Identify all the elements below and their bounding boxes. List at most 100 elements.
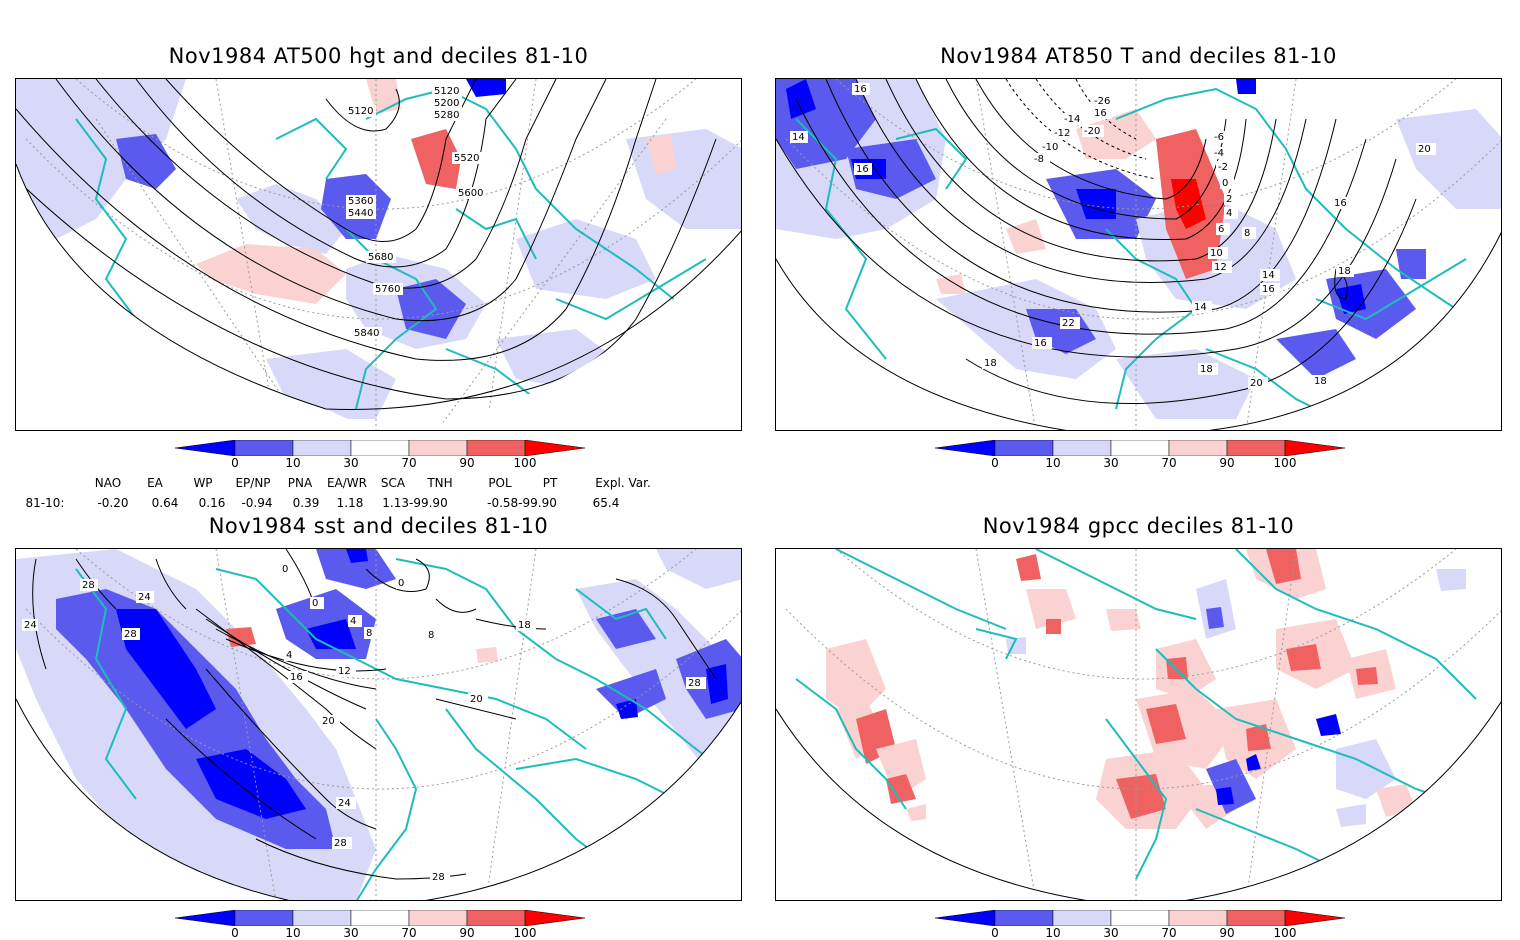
colorbar-tick: 90 <box>459 926 475 940</box>
svg-text:18: 18 <box>1200 364 1213 375</box>
svg-text:12: 12 <box>338 666 351 677</box>
svg-text:12: 12 <box>1214 262 1227 273</box>
colorbar-tick: 70 <box>401 926 417 940</box>
svg-text:8: 8 <box>366 628 372 639</box>
svg-text:0: 0 <box>312 598 318 609</box>
decile-shading <box>776 79 1501 419</box>
panel-title-hgt500: Nov1984 AT500 hgt and deciles 81-10 <box>168 44 589 68</box>
panel-title-gpcc: Nov1984 gpcc deciles 81-10 <box>982 514 1295 538</box>
contour-label: 5280 <box>434 110 459 121</box>
svg-text:16: 16 <box>856 164 869 175</box>
index-header: PT <box>542 476 558 490</box>
index-header: EP/NP <box>235 476 271 490</box>
colorbar-tick: 0 <box>991 926 999 940</box>
colorbar-tick: 10 <box>285 926 301 940</box>
colorbar-tick: 90 <box>1219 926 1235 940</box>
sst-contours <box>32 549 717 880</box>
colorbar-swatches <box>934 909 1346 927</box>
contour-label: 5520 <box>454 153 479 164</box>
index-header: WP <box>193 476 213 490</box>
indices-header-row: NAO EA WP EP/NP PNA EA/WR SCA TNH POL PT… <box>0 476 760 492</box>
svg-text:22: 22 <box>1062 318 1075 329</box>
svg-text:8: 8 <box>1244 228 1250 239</box>
colorbar-tick: 70 <box>401 456 417 470</box>
index-header: NAO <box>94 476 122 490</box>
colorbar-sst: 0 10 30 70 90 100 <box>174 909 595 940</box>
svg-text:8: 8 <box>428 630 434 641</box>
map-hgt500: 5120 5120 5200 5280 5520 5360 5440 5600 … <box>16 79 741 430</box>
contour-label: 5840 <box>354 328 379 339</box>
svg-text:20: 20 <box>1250 378 1263 389</box>
index-header: Expl. Var. <box>595 476 651 490</box>
svg-text:14: 14 <box>1194 302 1207 313</box>
svg-text:20: 20 <box>1418 144 1431 155</box>
svg-text:18: 18 <box>1314 376 1327 387</box>
parallel-gridlines <box>785 549 1501 900</box>
contour-labels: 5120 5120 5200 5280 5520 5360 5440 5600 … <box>346 85 486 339</box>
svg-text:28: 28 <box>124 629 137 640</box>
svg-text:-14: -14 <box>1064 114 1080 125</box>
panel-title-t850: Nov1984 AT850 T and deciles 81-10 <box>940 44 1337 68</box>
svg-text:18: 18 <box>518 620 531 631</box>
contour-labels: 16 14 16 -12 -14 -20 -26 -10 -8 -6 -4 -2… <box>790 83 1436 389</box>
colorbar-tick: 30 <box>1103 456 1119 470</box>
contour-label: 5600 <box>458 188 483 199</box>
colorbar-tick: 0 <box>231 456 239 470</box>
svg-text:24: 24 <box>138 592 151 603</box>
svg-text:18: 18 <box>984 358 997 369</box>
map-panel-hgt500: 5120 5120 5200 5280 5520 5360 5440 5600 … <box>15 78 742 431</box>
colorbar-swatches <box>174 909 586 927</box>
index-value: 0.64 <box>151 496 179 510</box>
contour-label: 5120 <box>348 106 373 117</box>
colorbar-tick: 70 <box>1161 456 1177 470</box>
decile-shading <box>826 549 1466 829</box>
colorbar-tick: 100 <box>513 926 537 940</box>
svg-text:20: 20 <box>322 716 335 727</box>
index-value: 1.18 <box>336 496 364 510</box>
svg-text:0: 0 <box>398 578 404 589</box>
index-row-label: 81-10: <box>25 496 65 510</box>
colorbar-tick: 30 <box>343 926 359 940</box>
svg-text:16: 16 <box>1094 108 1107 119</box>
index-header: SCA <box>380 476 406 490</box>
svg-text:4: 4 <box>1226 208 1232 219</box>
contour-label: 5440 <box>348 208 373 219</box>
svg-text:-4: -4 <box>1214 148 1224 159</box>
svg-text:4: 4 <box>286 650 292 661</box>
index-header: EA <box>147 476 163 490</box>
svg-text:0: 0 <box>1222 178 1228 189</box>
map-panel-gpcc <box>775 548 1502 901</box>
index-value: -0.94 <box>241 496 273 510</box>
colorbar-tick: 10 <box>1045 926 1061 940</box>
index-value: 0.39 <box>292 496 320 510</box>
index-value: 1.13-99.90 <box>382 496 448 510</box>
contour-label: 5760 <box>375 284 400 295</box>
coastlines <box>75 558 737 900</box>
map-boundary <box>16 163 741 410</box>
index-header: PNA <box>287 476 313 490</box>
index-header: POL <box>488 476 512 490</box>
map-boundary <box>776 701 1501 900</box>
colorbar-swatches <box>174 439 586 457</box>
svg-text:28: 28 <box>688 678 701 689</box>
contour-labels: 24 28 28 24 0 0 0 4 4 8 12 16 20 20 18 2… <box>22 563 706 883</box>
colorbar-tick: 10 <box>285 456 301 470</box>
colorbar-swatches <box>934 439 1346 457</box>
colorbar-tick: 10 <box>1045 456 1061 470</box>
svg-text:2: 2 <box>1226 194 1232 205</box>
svg-text:-26: -26 <box>1094 96 1110 107</box>
panel-title-sst: Nov1984 sst and deciles 81-10 <box>208 514 549 538</box>
decile-shading <box>16 79 741 419</box>
contour-label: 5360 <box>348 196 373 207</box>
colorbar-gpcc: 0 10 30 70 90 100 <box>934 909 1355 940</box>
map-panel-t850: 16 14 16 -12 -14 -20 -26 -10 -8 -6 -4 -2… <box>775 78 1502 431</box>
colorbar-tick: 70 <box>1161 926 1177 940</box>
index-value: 65.4 <box>592 496 620 510</box>
svg-text:0: 0 <box>282 564 288 575</box>
svg-text:6: 6 <box>1218 224 1224 235</box>
colorbar-tick: 0 <box>231 926 239 940</box>
colorbar-tick: 30 <box>1103 926 1119 940</box>
contour-label: 5200 <box>434 98 459 109</box>
colorbar-tick: 0 <box>991 456 999 470</box>
contour-label: 5680 <box>368 252 393 263</box>
